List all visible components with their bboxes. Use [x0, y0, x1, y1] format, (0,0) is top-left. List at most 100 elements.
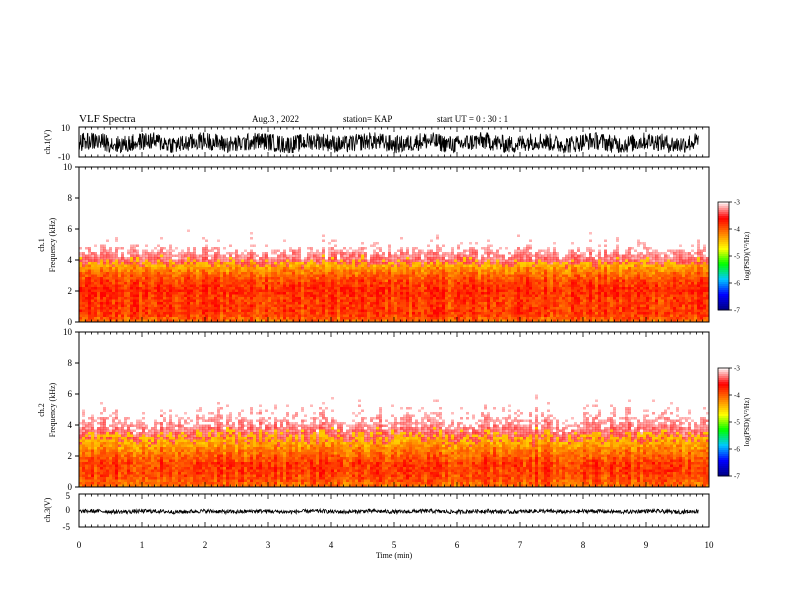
spectrogram-cell: [280, 202, 283, 205]
spectrogram-cell: [673, 185, 676, 188]
spectrogram-cell: [181, 190, 184, 193]
spectrogram-cell: [127, 182, 130, 185]
spectrogram-cell: [103, 182, 106, 185]
spectrogram-cell: [139, 185, 142, 188]
spectrogram-cell: [85, 190, 88, 193]
spectrogram-cell: [475, 197, 478, 200]
spectrogram-cell: [121, 220, 124, 223]
spectrogram-cell: [331, 210, 334, 213]
spectrogram-cell: [406, 180, 409, 183]
spectrogram-cell: [274, 187, 277, 190]
spectrogram-cell: [205, 205, 208, 208]
spectrogram-cell: [370, 202, 373, 205]
spectrogram-cell: [655, 190, 658, 193]
spectrogram-cell: [121, 182, 124, 185]
spectrogram-cell: [241, 202, 244, 205]
spectrogram-cell: [517, 185, 520, 188]
spectrogram-cell: [226, 222, 229, 225]
spectrogram-cell: [550, 172, 553, 175]
spectrogram-cell: [355, 210, 358, 213]
spectrogram-cell: [166, 177, 169, 180]
spectrogram-cell: [217, 202, 220, 205]
spectrogram-cell: [310, 187, 313, 190]
spectrogram-cell: [304, 195, 307, 198]
spectrogram-cell: [409, 172, 412, 175]
spectrogram-cell: [580, 187, 583, 190]
spectrogram-cell: [184, 220, 187, 223]
spectrogram-cell: [463, 195, 466, 198]
spectrogram-cell: [301, 197, 304, 200]
spectrogram-cell: [97, 212, 100, 215]
spectrogram-cell: [307, 220, 310, 223]
spectrogram-cell: [547, 192, 550, 195]
spectrogram-cell: [112, 192, 115, 195]
spectrogram-cell: [394, 217, 397, 220]
spectrogram-cell: [538, 225, 541, 228]
spectrogram-cell: [511, 180, 514, 183]
spectrogram-cell: [703, 197, 706, 200]
spectrogram-cell: [688, 175, 691, 178]
spectrogram-cell: [151, 190, 154, 193]
spectrogram-cell: [193, 182, 196, 185]
spectrogram-cell: [340, 212, 343, 215]
spectrogram-cell: [382, 197, 385, 200]
spectrogram-cell: [418, 170, 421, 173]
spectrogram-cell: [391, 195, 394, 198]
spectrogram-cell: [481, 210, 484, 213]
spectrogram-cell: [655, 195, 658, 198]
spectrogram-cell: [355, 190, 358, 193]
spectrogram-cell: [208, 192, 211, 195]
spectrogram-cell: [238, 222, 241, 225]
spectrogram-cell: [484, 177, 487, 180]
spectrogram-cell: [556, 207, 559, 210]
spectrogram-cell: [331, 215, 334, 218]
spectrogram-cell: [277, 220, 280, 223]
spectrogram-cell: [343, 195, 346, 198]
spectrogram-cell: [562, 210, 565, 213]
spectrogram-cell: [169, 197, 172, 200]
spectrogram-cell: [82, 182, 85, 185]
spectrogram-cell: [316, 202, 319, 205]
spectrogram-cell: [694, 215, 697, 218]
spectrogram-cell: [700, 175, 703, 178]
spectrogram-cell: [460, 190, 463, 193]
spectrogram-cell: [223, 170, 226, 173]
spectrogram-cell: [685, 185, 688, 188]
spectrogram-cell: [547, 190, 550, 193]
spectrogram-cell: [424, 172, 427, 175]
spectrogram-cell: [310, 225, 313, 228]
spectrogram-cell: [421, 210, 424, 213]
spectrogram-cell: [82, 220, 85, 223]
spectrogram-cell: [397, 217, 400, 220]
spectrogram-cell: [511, 220, 514, 223]
spectrogram-cell: [334, 185, 337, 188]
spectrogram-cell: [433, 187, 436, 190]
spectrogram-cell: [427, 192, 430, 195]
spectrogram-cell: [91, 220, 94, 223]
spectrogram-cell: [457, 210, 460, 213]
spectrogram-cell: [253, 192, 256, 195]
spectrogram-cell: [448, 190, 451, 193]
spectrogram-cell: [472, 172, 475, 175]
spectrogram-cell: [478, 202, 481, 205]
spectrogram-cell: [451, 182, 454, 185]
spectrogram-cell: [523, 220, 526, 223]
spectrogram-cell: [556, 177, 559, 180]
spectrogram-cell: [688, 185, 691, 188]
spectrogram-cell: [589, 222, 592, 225]
spectrogram-cell: [103, 205, 106, 208]
spectrogram-cell: [583, 195, 586, 198]
spectrogram-cell: [247, 205, 250, 208]
spectrogram-cell: [586, 222, 589, 225]
spectrogram-cell: [241, 212, 244, 215]
spectrogram-cell: [238, 182, 241, 185]
spectrogram-cell: [685, 217, 688, 220]
spectrogram-cell: [337, 175, 340, 178]
spectrogram-cell: [121, 212, 124, 215]
spectrogram-cell: [604, 200, 607, 203]
spectrogram-cell: [580, 197, 583, 200]
spectrogram-cell: [598, 172, 601, 175]
spectrogram-cell: [250, 197, 253, 200]
spectrogram-cell: [496, 215, 499, 218]
spectrogram-cell: [262, 180, 265, 183]
